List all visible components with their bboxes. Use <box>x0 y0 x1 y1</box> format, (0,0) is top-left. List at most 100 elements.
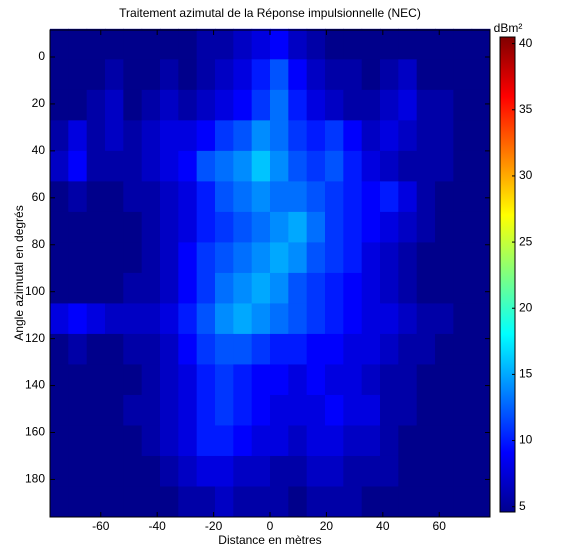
heatmap-cell <box>196 150 216 182</box>
heatmap-cell <box>343 364 363 396</box>
heatmap-cell <box>325 455 344 487</box>
colorbar-tick-label: 15 <box>519 367 533 381</box>
heatmap-cell <box>68 486 88 518</box>
heatmap-cell <box>86 272 106 304</box>
heatmap-cell <box>215 455 234 487</box>
x-tick-label: 60 <box>433 519 447 533</box>
heatmap-cell <box>325 181 344 213</box>
heatmap-cell <box>141 211 161 243</box>
heatmap-cell <box>141 181 161 213</box>
heatmap-cell <box>251 333 271 365</box>
colorbar-label: dBm² <box>494 21 523 35</box>
heatmap-cell <box>270 486 289 518</box>
heatmap-cell <box>196 181 216 213</box>
heatmap-cell <box>86 425 106 457</box>
heatmap-cell <box>105 425 124 457</box>
heatmap-cell <box>215 364 234 396</box>
heatmap-cell <box>380 333 399 365</box>
heatmap-cell <box>215 150 234 182</box>
heatmap-cell <box>123 394 143 426</box>
heatmap-cell <box>306 181 326 213</box>
heatmap-cell <box>361 150 381 182</box>
heatmap-cell <box>416 486 436 518</box>
heatmap-cell <box>50 455 69 487</box>
heatmap-cell <box>141 364 161 396</box>
heatmap-cell <box>270 120 289 152</box>
heatmap-cell <box>270 181 289 213</box>
colorbar <box>499 36 516 513</box>
heatmap-cell <box>160 211 179 243</box>
heatmap-cell <box>398 150 418 182</box>
heatmap-cell <box>306 364 326 396</box>
heatmap-cell <box>105 455 124 487</box>
heatmap-cell <box>288 455 308 487</box>
heatmap-cell <box>361 211 381 243</box>
heatmap-cell <box>343 242 363 274</box>
heatmap-cell <box>398 303 418 335</box>
heatmap-cell <box>86 486 106 518</box>
colorbar-tick-label: 40 <box>519 36 533 50</box>
heatmap-cell <box>196 303 216 335</box>
heatmap-cell <box>178 333 198 365</box>
heatmap-cell <box>141 89 161 121</box>
heatmap-cell <box>196 486 216 518</box>
heatmap-cell <box>160 181 179 213</box>
heatmap-cell <box>398 394 418 426</box>
heatmap-cell <box>471 211 491 243</box>
heatmap-cell <box>123 364 143 396</box>
heatmap-cell <box>306 28 326 60</box>
heatmap-cell <box>288 211 308 243</box>
heatmap-cell <box>288 59 308 91</box>
heatmap-cell <box>343 89 363 121</box>
heatmap-cell <box>160 303 179 335</box>
heatmap-cell <box>251 150 271 182</box>
heatmap-cell <box>141 303 161 335</box>
heatmap-cell <box>123 272 143 304</box>
heatmap-cell <box>453 455 473 487</box>
heatmap-cell <box>325 394 344 426</box>
heatmap-cell <box>453 120 473 152</box>
heatmap-cell <box>343 272 363 304</box>
heatmap-cell <box>50 181 69 213</box>
heatmap-cell <box>233 28 253 60</box>
heatmap-cell <box>160 364 179 396</box>
heatmap-cell <box>398 211 418 243</box>
heatmap-cell <box>380 272 399 304</box>
heatmap-cell <box>453 181 473 213</box>
y-axis-label: Angle azimutal en degrés <box>12 205 26 340</box>
heatmap-cell <box>233 394 253 426</box>
heatmap-cell <box>123 211 143 243</box>
x-axis-label: Distance en mètres <box>218 533 321 547</box>
heatmap-cell <box>380 425 399 457</box>
y-tick-label: 140 <box>25 378 45 392</box>
heatmap-cell <box>325 486 344 518</box>
heatmap-cell <box>141 394 161 426</box>
heatmap-cell <box>233 303 253 335</box>
heatmap-cell <box>123 242 143 274</box>
heatmap-cell <box>361 120 381 152</box>
heatmap-cell <box>233 150 253 182</box>
heatmap-cell <box>160 455 179 487</box>
heatmap-cell <box>306 486 326 518</box>
heatmap-cell <box>435 394 454 426</box>
heatmap-cell <box>141 272 161 304</box>
heatmap-cell <box>68 242 88 274</box>
colorbar-tick-label: 5 <box>519 499 526 513</box>
heatmap-cell <box>233 59 253 91</box>
heatmap-cell <box>270 425 289 457</box>
heatmap-cell <box>50 242 69 274</box>
heatmap-cell <box>160 394 179 426</box>
heatmap-cell <box>361 455 381 487</box>
y-tick-label: 60 <box>32 190 46 204</box>
heatmap-cell <box>86 455 106 487</box>
heatmap-cell <box>471 242 491 274</box>
x-tick-label: 40 <box>376 519 390 533</box>
heatmap-cell <box>435 242 454 274</box>
heatmap-cell <box>306 455 326 487</box>
heatmap-cell <box>233 364 253 396</box>
heatmap-cell <box>270 89 289 121</box>
heatmap-cell <box>471 150 491 182</box>
x-tick-label: 20 <box>320 519 334 533</box>
heatmap-cell <box>325 303 344 335</box>
heatmap-cell <box>123 120 143 152</box>
